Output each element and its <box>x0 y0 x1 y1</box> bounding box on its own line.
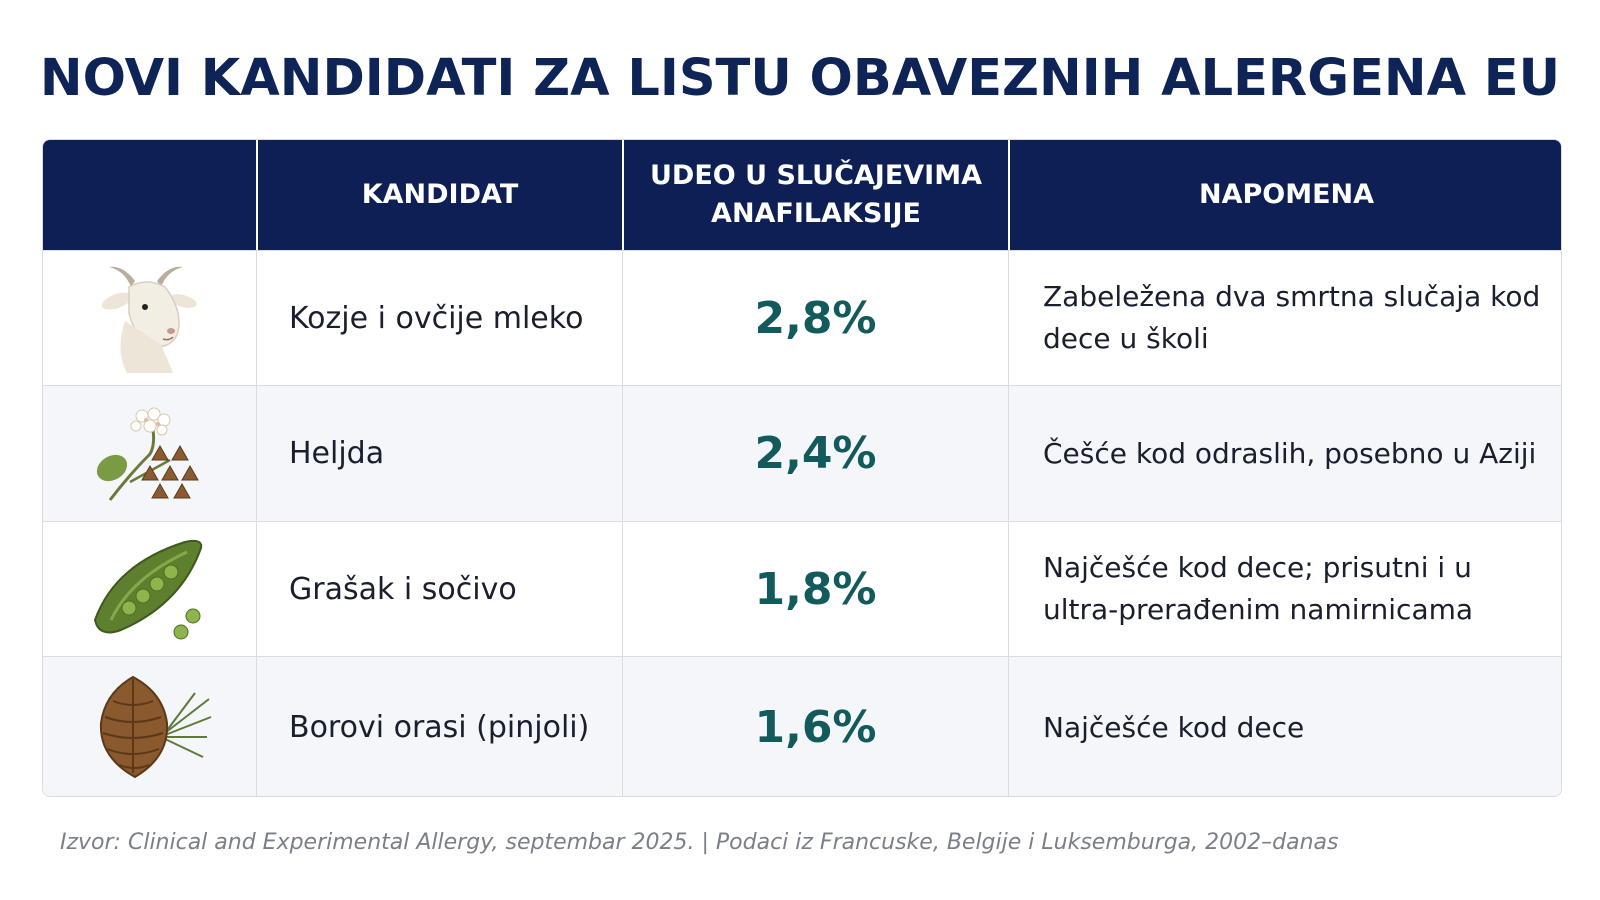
page-title: NOVI KANDIDATI ZA LISTU OBAVEZNIH ALERGE… <box>39 49 1561 108</box>
table-header: KANDIDAT UDEO U SLUČAJEVIMA ANAFILAKSIJE… <box>43 140 1561 250</box>
note-text: Najčešće kod dece <box>1008 657 1561 796</box>
header-share-line2: ANAFILAKSIJE <box>711 198 921 229</box>
candidate-name: Grašak i sočivo <box>256 522 622 656</box>
candidate-name: Heljda <box>256 386 622 521</box>
header-candidate: KANDIDAT <box>256 140 622 250</box>
header-share: UDEO U SLUČAJEVIMA ANAFILAKSIJE <box>622 140 1008 250</box>
source-footnote: Izvor: Clinical and Experimental Allergy… <box>60 830 1339 855</box>
candidate-name: Kozje i ovčije mleko <box>256 251 622 385</box>
table-row: Grašak i sočivo 1,8% Najčešće kod dece; … <box>43 521 1561 656</box>
table-row: Kozje i ovčije mleko 2,8% Zabeležena dva… <box>43 250 1561 385</box>
table-row: Heljda 2,4% Češće kod odraslih, posebno … <box>43 385 1561 521</box>
anaphylaxis-share: 2,4% <box>622 386 1008 521</box>
pea-pod-icon <box>43 522 256 656</box>
header-share-line1: UDEO U SLUČAJEVIMA <box>650 160 982 191</box>
goat-icon <box>43 251 256 385</box>
header-icon-column <box>43 140 256 250</box>
header-note: NAPOMENA <box>1008 140 1561 250</box>
buckwheat-icon <box>43 386 256 521</box>
allergen-table: KANDIDAT UDEO U SLUČAJEVIMA ANAFILAKSIJE… <box>42 139 1562 797</box>
anaphylaxis-share: 2,8% <box>622 251 1008 385</box>
anaphylaxis-share: 1,8% <box>622 522 1008 656</box>
note-text: Zabeležena dva smrtna slučaja kod dece u… <box>1008 251 1561 385</box>
note-text: Češće kod odraslih, posebno u Aziji <box>1008 386 1561 521</box>
candidate-name: Borovi orasi (pinjoli) <box>256 657 622 796</box>
note-text: Najčešće kod dece; prisutni i u ultra-pr… <box>1008 522 1561 656</box>
table-row: Borovi orasi (pinjoli) 1,6% Najčešće kod… <box>43 656 1561 796</box>
anaphylaxis-share: 1,6% <box>622 657 1008 796</box>
pine-cone-icon <box>43 657 256 796</box>
